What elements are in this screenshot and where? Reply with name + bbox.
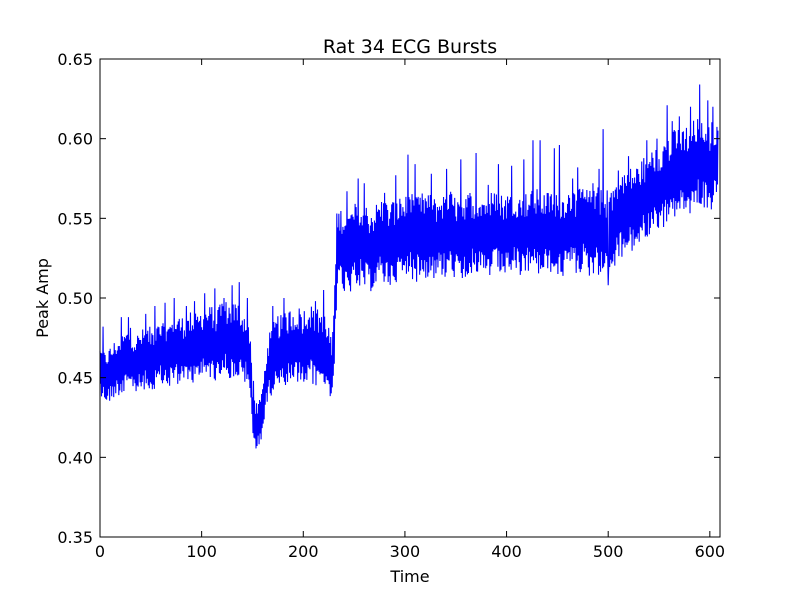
y-tick-label: 0.60: [57, 130, 93, 149]
axis-ticks: 0 100 200 300 400 500 600 0.35 0.40 0.45 0.50 0.55 0…: [57, 50, 725, 561]
x-tick-label: 0: [95, 542, 105, 561]
x-axis-label: Time: [389, 567, 429, 586]
y-tick-label: 0.50: [57, 289, 93, 308]
y-tick-label: 0.65: [57, 50, 93, 69]
chart-title: Rat 34 ECG Bursts: [323, 36, 497, 58]
x-tick-label: 500: [593, 542, 624, 561]
y-tick-label: 0.55: [57, 209, 93, 228]
plot-area: [99, 84, 719, 449]
plot-frame: [99, 58, 721, 538]
x-tick-label: 400: [491, 542, 522, 561]
series-line: [99, 84, 719, 449]
y-tick-label: 0.35: [57, 528, 93, 547]
x-tick-label: 100: [186, 542, 217, 561]
x-tick-label: 200: [288, 542, 319, 561]
x-tick-label: 600: [695, 542, 726, 561]
x-tick-label: 300: [390, 542, 421, 561]
y-tick-label: 0.45: [57, 369, 93, 388]
y-axis-label: Peak Amp: [33, 258, 52, 338]
y-tick-label: 0.40: [57, 448, 93, 467]
